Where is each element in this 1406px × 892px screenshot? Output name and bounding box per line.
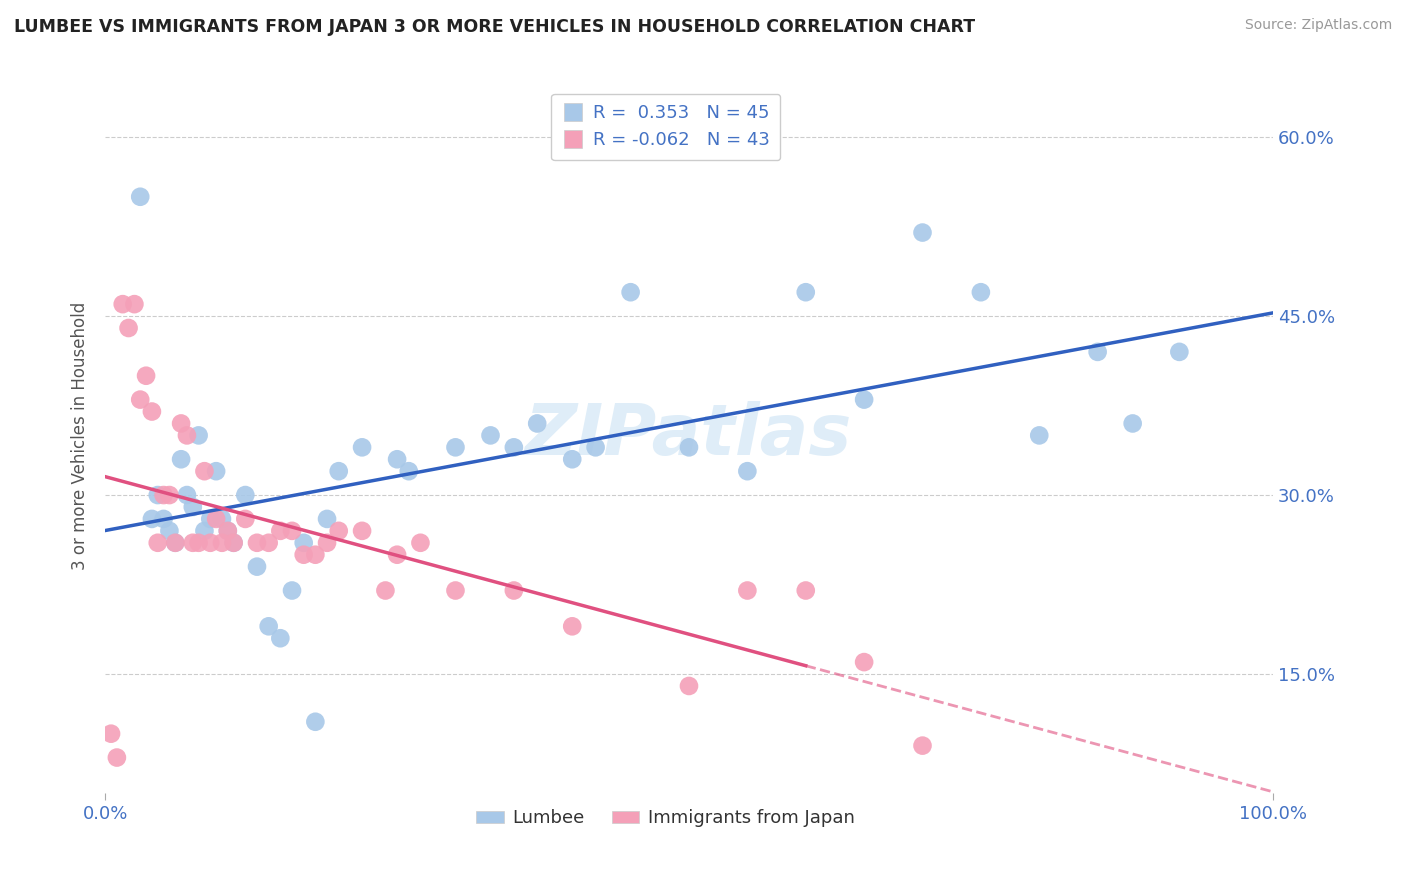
Point [737, 583, 759, 598]
Point [200, 535, 222, 549]
Point [222, 535, 245, 549]
Point [181, 500, 204, 514]
Point [146, 535, 169, 549]
Point [526, 417, 548, 431]
Point [737, 464, 759, 478]
Point [328, 464, 350, 478]
Point [170, 417, 193, 431]
Point [165, 535, 187, 549]
Point [304, 714, 326, 729]
Point [176, 428, 198, 442]
Point [233, 512, 256, 526]
Point [352, 440, 374, 454]
Point [1168, 344, 1191, 359]
Point [269, 632, 291, 646]
Point [269, 524, 291, 538]
Point [561, 619, 583, 633]
Point [502, 583, 524, 598]
Point [170, 452, 193, 467]
Point [152, 488, 174, 502]
Point [257, 619, 280, 633]
Point [141, 512, 163, 526]
Point [853, 392, 876, 407]
Point [211, 512, 233, 526]
Point [205, 512, 228, 526]
Point [187, 428, 209, 442]
Point [911, 739, 934, 753]
Point [181, 535, 204, 549]
Point [352, 524, 374, 538]
Point [409, 535, 432, 549]
Point [159, 524, 181, 538]
Point [398, 464, 420, 478]
Point [292, 548, 315, 562]
Point [217, 524, 239, 538]
Point [678, 679, 700, 693]
Point [444, 583, 467, 598]
Point [479, 428, 502, 442]
Legend: Lumbee, Immigrants from Japan: Lumbee, Immigrants from Japan [470, 802, 862, 834]
Point [1028, 428, 1050, 442]
Point [444, 440, 467, 454]
Point [200, 512, 222, 526]
Point [374, 583, 396, 598]
Point [222, 535, 245, 549]
Point [129, 392, 152, 407]
Point [152, 512, 174, 526]
Point [193, 524, 215, 538]
Point [257, 535, 280, 549]
Point [193, 464, 215, 478]
Point [135, 368, 157, 383]
Point [911, 226, 934, 240]
Point [117, 321, 139, 335]
Y-axis label: 3 or more Vehicles in Household: 3 or more Vehicles in Household [72, 301, 89, 569]
Point [316, 535, 339, 549]
Point [211, 535, 233, 549]
Point [281, 524, 304, 538]
Point [129, 190, 152, 204]
Point [561, 452, 583, 467]
Point [620, 285, 643, 300]
Point [794, 285, 817, 300]
Point [141, 404, 163, 418]
Point [187, 535, 209, 549]
Point [281, 583, 304, 598]
Point [124, 297, 146, 311]
Point [233, 488, 256, 502]
Point [100, 727, 122, 741]
Point [678, 440, 700, 454]
Point [165, 535, 187, 549]
Text: LUMBEE VS IMMIGRANTS FROM JAPAN 3 OR MORE VEHICLES IN HOUSEHOLD CORRELATION CHAR: LUMBEE VS IMMIGRANTS FROM JAPAN 3 OR MOR… [14, 18, 976, 36]
Point [585, 440, 607, 454]
Point [385, 548, 408, 562]
Point [146, 488, 169, 502]
Point [1087, 344, 1109, 359]
Point [385, 452, 408, 467]
Text: Source: ZipAtlas.com: Source: ZipAtlas.com [1244, 18, 1392, 32]
Point [176, 488, 198, 502]
Point [159, 488, 181, 502]
Point [794, 583, 817, 598]
Point [502, 440, 524, 454]
Point [105, 750, 128, 764]
Point [217, 524, 239, 538]
Point [853, 655, 876, 669]
Point [316, 512, 339, 526]
Point [970, 285, 993, 300]
Point [1122, 417, 1144, 431]
Text: ZIPatlas: ZIPatlas [526, 401, 852, 470]
Point [246, 535, 269, 549]
Point [205, 464, 228, 478]
Point [292, 535, 315, 549]
Point [304, 548, 326, 562]
Point [111, 297, 134, 311]
Point [246, 559, 269, 574]
Point [328, 524, 350, 538]
